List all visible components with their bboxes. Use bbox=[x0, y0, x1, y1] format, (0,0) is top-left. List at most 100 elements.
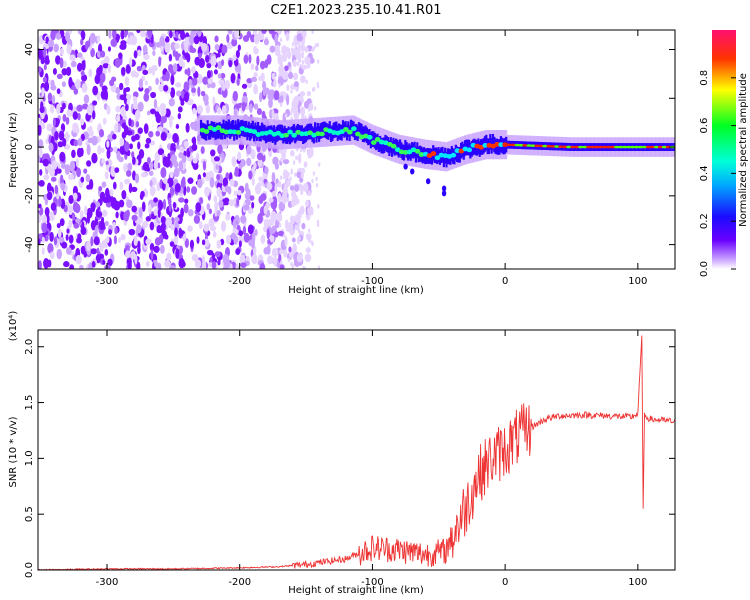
noise-speckle bbox=[268, 197, 274, 203]
noise-speckle bbox=[38, 180, 45, 187]
x-tick-label: -200 bbox=[228, 276, 251, 287]
noise-speckle bbox=[278, 253, 282, 263]
noise-speckle bbox=[128, 182, 133, 194]
colorbar-tick-label: 0.4 bbox=[699, 165, 710, 181]
noise-speckle bbox=[178, 227, 183, 239]
noise-speckle bbox=[246, 157, 252, 167]
noise-speckle bbox=[287, 257, 291, 263]
noise-speckle bbox=[299, 90, 306, 97]
ridge-peak bbox=[554, 145, 560, 148]
noise-speckle bbox=[131, 135, 137, 142]
noise-speckle bbox=[197, 178, 203, 189]
noise-speckle bbox=[86, 160, 92, 167]
snr-panel: -300 -200 -100 0 100 0.0 0.5 1.0 1.5 2.0 Height o… bbox=[8, 311, 676, 596]
noise-speckle bbox=[231, 156, 237, 167]
noise-speckle bbox=[173, 167, 180, 178]
noise-speckle bbox=[57, 228, 62, 238]
ridge-peak bbox=[203, 129, 210, 134]
ridge-core bbox=[218, 122, 221, 138]
noise-speckle bbox=[317, 265, 321, 269]
noise-speckle bbox=[215, 164, 220, 170]
noise-speckle bbox=[105, 164, 110, 171]
noise-speckle bbox=[291, 237, 296, 243]
noise-speckle bbox=[42, 46, 47, 58]
noise-speckle bbox=[79, 264, 84, 269]
ridge-core bbox=[380, 137, 383, 154]
noise-speckle bbox=[109, 188, 114, 197]
noise-speckle bbox=[142, 69, 149, 75]
ridge-core bbox=[437, 147, 440, 163]
noise-speckle bbox=[56, 88, 61, 95]
noise-speckle bbox=[61, 68, 68, 76]
noise-speckle bbox=[175, 248, 180, 259]
noise-speckle bbox=[302, 40, 305, 45]
noise-speckle bbox=[73, 222, 80, 229]
noise-speckle bbox=[276, 212, 283, 222]
noise-speckle bbox=[295, 155, 298, 161]
noise-speckle bbox=[54, 130, 59, 141]
noise-speckle bbox=[115, 105, 121, 113]
ridge-core bbox=[391, 141, 394, 157]
noise-speckle bbox=[44, 81, 50, 92]
noise-speckle bbox=[83, 168, 88, 174]
noise-speckle bbox=[120, 233, 126, 241]
ridge-core bbox=[445, 151, 448, 168]
noise-speckle bbox=[160, 215, 166, 225]
x-tick-label: 0 bbox=[502, 276, 508, 287]
noise-speckle bbox=[176, 214, 183, 225]
noise-speckle bbox=[157, 262, 162, 269]
noise-speckle bbox=[100, 147, 105, 153]
noise-speckle bbox=[80, 70, 85, 76]
noise-speckle bbox=[157, 162, 161, 169]
noise-speckle bbox=[212, 96, 216, 106]
noise-speckle bbox=[290, 47, 294, 52]
ridge-core bbox=[497, 139, 500, 155]
noise-speckle bbox=[137, 141, 141, 150]
noise-speckle bbox=[222, 177, 228, 187]
ridge-peak bbox=[466, 147, 473, 153]
noise-speckle bbox=[301, 32, 305, 37]
noise-speckle bbox=[79, 210, 84, 220]
noise-speckle bbox=[158, 200, 164, 211]
noise-speckle bbox=[129, 35, 135, 45]
ridge-core bbox=[498, 138, 501, 155]
noise-speckle bbox=[146, 110, 151, 116]
noise-speckle bbox=[68, 30, 73, 35]
noise-speckle bbox=[226, 34, 230, 43]
ridge-core bbox=[234, 120, 237, 137]
noise-speckle bbox=[73, 88, 79, 95]
ridge-core bbox=[414, 146, 418, 163]
y-tick-label: 0 bbox=[24, 144, 35, 150]
noise-speckle bbox=[225, 213, 231, 221]
noise-speckle bbox=[88, 68, 93, 78]
noise-speckle bbox=[246, 145, 252, 155]
ridge-core bbox=[319, 123, 322, 139]
noise-speckle bbox=[155, 130, 161, 137]
noise-speckle bbox=[61, 81, 66, 88]
ridge-peak bbox=[506, 143, 512, 147]
colorbar-tick-label: 0.8 bbox=[699, 70, 710, 86]
ridge-peak bbox=[394, 147, 401, 153]
noise-speckle bbox=[59, 218, 65, 227]
noise-speckle bbox=[79, 118, 85, 126]
ridge-streak bbox=[403, 163, 408, 170]
spectrogram-ylabel: Frequency (Hz) bbox=[8, 112, 19, 188]
noise-speckle bbox=[244, 192, 252, 200]
noise-speckle bbox=[217, 106, 222, 115]
noise-speckle bbox=[292, 151, 295, 157]
noise-speckle bbox=[121, 66, 126, 76]
ridge-peak bbox=[514, 143, 520, 147]
noise-speckle bbox=[65, 246, 72, 255]
ridge-core bbox=[321, 122, 325, 138]
noise-speckle bbox=[86, 240, 91, 252]
noise-speckle bbox=[266, 245, 271, 255]
noise-speckle bbox=[63, 261, 70, 268]
noise-speckle bbox=[193, 214, 201, 224]
noise-speckle bbox=[286, 197, 290, 203]
noise-speckle bbox=[180, 90, 185, 99]
noise-speckle bbox=[302, 107, 305, 112]
noise-speckle bbox=[271, 190, 277, 197]
noise-speckle bbox=[187, 225, 193, 232]
noise-speckle bbox=[290, 111, 293, 116]
